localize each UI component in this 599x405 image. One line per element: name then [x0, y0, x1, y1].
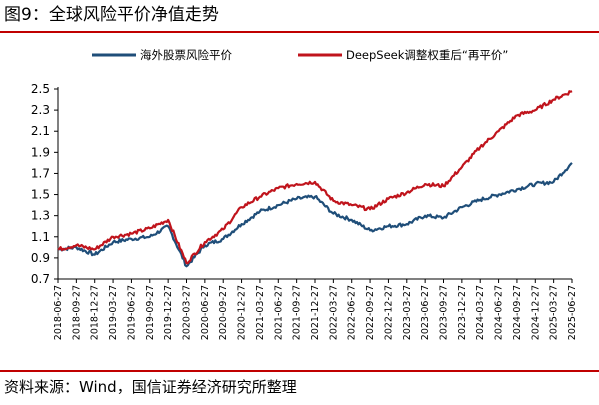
- x-tick-label: 2024-09-27: [512, 285, 523, 340]
- x-tick-label: 2020-12-27: [237, 285, 248, 340]
- x-tick-label: 2019-12-27: [163, 285, 174, 340]
- x-tick-label: 2020-03-27: [182, 285, 193, 340]
- x-tick-label: 2022-09-27: [365, 285, 376, 340]
- legend-label-2: DeepSeek调整权重后“再平价”: [346, 48, 508, 62]
- legend-label-1: 海外股票风险平价: [140, 48, 232, 62]
- x-tick-label: 2019-09-27: [145, 285, 156, 340]
- x-tick-label: 2020-09-27: [218, 285, 229, 340]
- y-tick-label: 0.7: [31, 272, 50, 286]
- x-tick-label: 2021-12-27: [310, 285, 321, 340]
- series-lines: [57, 90, 573, 268]
- legend: 海外股票风险平价 DeepSeek调整权重后“再平价”: [92, 48, 508, 62]
- y-tick-label: 1.5: [31, 188, 50, 202]
- axes: 0.7 0.9 1.1 1.3 1.5 1.7 1.9 2.1 2.3 2.5 2018-06-27…: [31, 82, 578, 340]
- x-tick-label: 2024-06-27: [494, 285, 505, 340]
- x-tick-label: 2024-12-27: [530, 285, 541, 340]
- x-tick-label: 2024-03-27: [475, 285, 486, 340]
- y-tick-label: 1.1: [31, 230, 50, 244]
- x-tick-label: 2022-12-27: [383, 285, 394, 340]
- x-tick-label: 2018-09-27: [71, 285, 82, 340]
- x-tick-label: 2022-03-27: [328, 285, 339, 340]
- y-tick-label: 0.9: [31, 251, 50, 265]
- x-tick-label: 2021-09-27: [292, 285, 303, 340]
- bottom-rule: [0, 370, 599, 372]
- series-line-1: [57, 162, 573, 268]
- x-tick-label: 2023-09-27: [439, 285, 450, 340]
- x-tick-label: 2025-03-27: [549, 285, 560, 340]
- x-tick-label: 2018-06-27: [53, 285, 64, 340]
- x-tick-label: 2025-06-27: [567, 285, 578, 340]
- x-tick-label: 2019-06-27: [126, 285, 137, 340]
- y-tick-label: 2.3: [31, 103, 50, 117]
- y-tick-label: 1.9: [31, 145, 50, 159]
- source-note: 资料来源：Wind，国信证券经济研究所整理: [4, 378, 297, 396]
- y-tick-label: 2.1: [31, 124, 50, 138]
- figure-title: 图9：全球风险平价净值走势: [4, 5, 219, 25]
- top-rule: [0, 31, 599, 33]
- x-tick-label: 2023-06-27: [420, 285, 431, 340]
- x-tick-label: 2019-03-27: [108, 285, 119, 340]
- x-tick-label: 2018-12-27: [90, 285, 101, 340]
- x-tick-label: 2021-06-27: [273, 285, 284, 340]
- y-tick-label: 2.5: [31, 82, 50, 96]
- line-chart: 海外股票风险平价 DeepSeek调整权重后“再平价” 0.7 0.9 1.1 1.3 1…: [31, 48, 578, 340]
- x-tick-label: 2022-06-27: [347, 285, 358, 340]
- series-line-2: [57, 90, 573, 265]
- x-tick-label: 2020-06-27: [200, 285, 211, 340]
- y-tick-label: 1.3: [31, 209, 50, 223]
- x-tick-label: 2021-03-27: [255, 285, 266, 340]
- x-tick-label: 2023-03-27: [402, 285, 413, 340]
- x-tick-label: 2023-12-27: [457, 285, 468, 340]
- y-tick-label: 1.7: [31, 166, 50, 180]
